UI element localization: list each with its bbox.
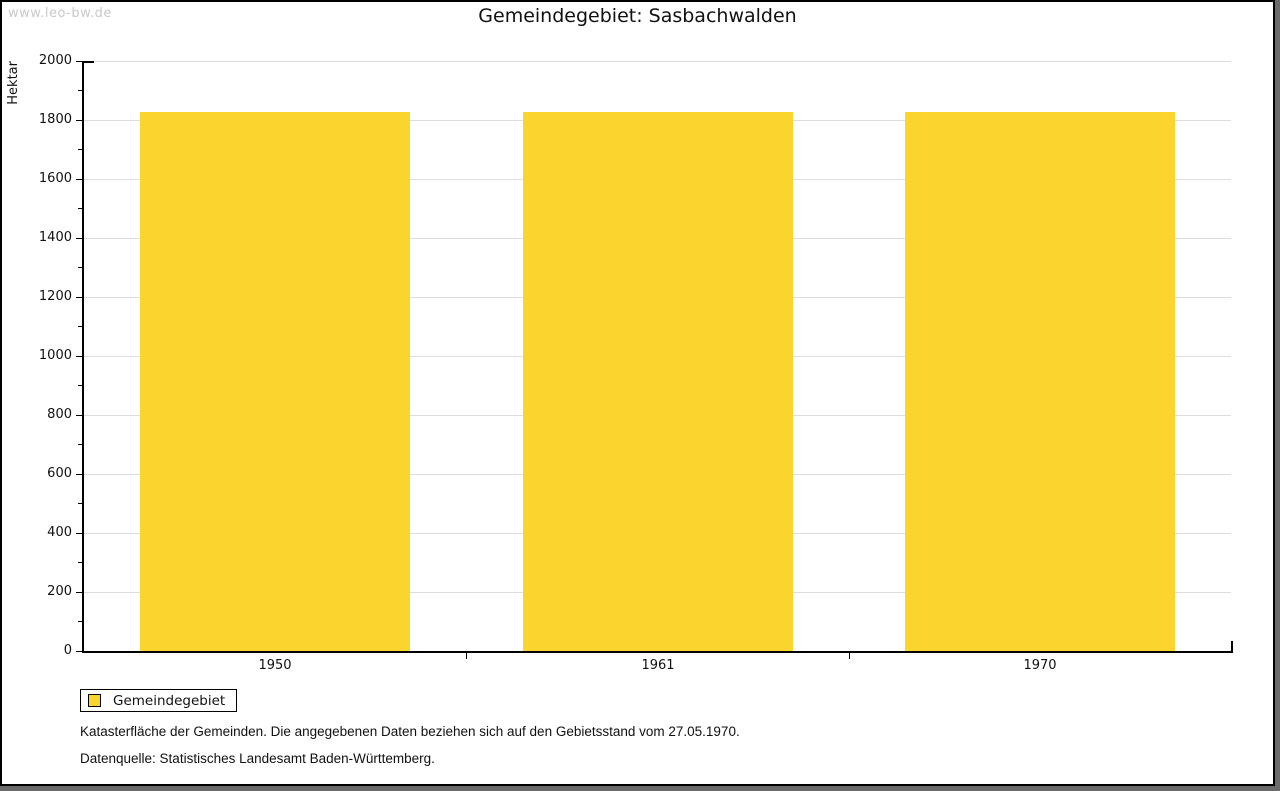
y-axis-tick-label: 1000 (38, 348, 72, 363)
y-axis-major-tick (76, 296, 82, 298)
y-axis-major-tick (76, 119, 82, 121)
y-axis-tick-label: 200 (47, 584, 72, 599)
legend-label: Gemeindegebiet (113, 692, 226, 709)
x-axis-label-1970: 1970 (1023, 658, 1057, 673)
x-axis-label-1950: 1950 (258, 658, 292, 673)
y-axis-tick-label: 1600 (38, 171, 72, 186)
y-axis-minor-tick (78, 326, 82, 327)
y-axis-minor-tick (78, 90, 82, 91)
y-axis-major-tick (76, 532, 82, 534)
y-axis-minor-tick (78, 267, 82, 268)
plot-area: 0 200 400 600 800 1000 1200 1400 1600 1800 2000 195… (39, 53, 1233, 673)
legend: Gemeindegebiet (80, 689, 238, 712)
footnote-source-note: Katasterfläche der Gemeinden. Die angege… (80, 724, 740, 739)
y-axis-line (82, 61, 84, 653)
y-axis-major-tick (76, 414, 82, 416)
y-axis-major-tick (76, 237, 82, 239)
x-axis-label-1961: 1961 (641, 658, 675, 673)
watermark: www.leo-bw.de (8, 6, 112, 21)
x-axis-boundary-tick (466, 653, 467, 659)
y-axis-tick-label: 1800 (38, 112, 72, 127)
y-axis-tick-label: 2000 (38, 53, 72, 68)
y-axis-major-tick (76, 355, 82, 357)
bar-1950 (140, 112, 410, 651)
legend-swatch-gemeindegebiet (88, 694, 101, 707)
x-axis-end-stub (1231, 641, 1233, 653)
y-axis-minor-tick (78, 208, 82, 209)
y-axis-minor-tick (78, 149, 82, 150)
gridline (84, 60, 1231, 62)
y-axis-tick-label: 400 (47, 525, 72, 540)
chart-title: Gemeindegebiet: Sasbachwalden (478, 5, 797, 27)
x-axis-boundary-tick (849, 653, 850, 659)
y-axis-tick-label: 800 (47, 407, 72, 422)
y-axis-major-tick (76, 473, 82, 475)
y-axis-tick-label: 1400 (38, 230, 72, 245)
y-axis-minor-tick (78, 562, 82, 563)
footnote-data-source: Datenquelle: Statistisches Landesamt Bad… (80, 751, 435, 766)
y-axis-tick-label: 0 (63, 643, 72, 658)
y-axis-major-tick (76, 178, 82, 180)
y-axis-minor-tick (78, 503, 82, 504)
y-axis-tick-label: 600 (47, 466, 72, 481)
bar-1961 (523, 112, 793, 651)
y-axis-major-tick (76, 650, 82, 652)
y-axis-minor-tick (78, 385, 82, 386)
y-axis-major-tick (76, 591, 82, 593)
y-axis-minor-tick (78, 621, 82, 622)
x-axis-line (82, 651, 1233, 653)
y-axis-top-stub (84, 61, 94, 63)
bar-1970 (905, 112, 1175, 651)
y-axis-minor-tick (78, 444, 82, 445)
y-axis-major-tick (76, 60, 82, 62)
y-axis-tick-label: 1200 (38, 289, 72, 304)
